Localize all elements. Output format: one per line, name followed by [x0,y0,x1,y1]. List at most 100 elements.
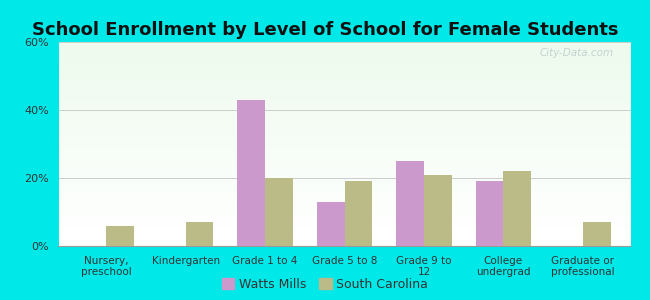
Bar [186,222,213,246]
Bar [58,209,630,211]
Bar [58,64,630,67]
Bar [58,124,630,126]
Bar [58,67,630,68]
Bar [58,152,630,154]
Bar [58,105,630,107]
Bar [58,228,630,230]
Bar [58,79,630,81]
Bar [58,240,630,242]
Bar [424,175,452,246]
Bar [58,234,630,236]
Bar [476,182,503,246]
Bar [58,122,630,124]
Bar [58,81,630,83]
Bar [317,202,345,246]
Bar [58,58,630,60]
Bar [58,175,630,177]
Bar [58,62,630,64]
Bar [58,230,630,232]
Bar [58,232,630,234]
Bar [58,142,630,144]
Bar [58,44,630,46]
Bar [58,220,630,221]
Bar [58,179,630,181]
Bar [58,60,630,62]
Bar [106,226,134,246]
Bar [58,226,630,228]
Bar [58,205,630,207]
Bar [58,85,630,87]
Bar [58,136,630,138]
Text: City-Data.com: City-Data.com [540,48,614,58]
Bar [58,113,630,116]
Bar [58,83,630,85]
Bar [58,138,630,140]
Bar [58,172,630,175]
Text: School Enrollment by Level of School for Female Students: School Enrollment by Level of School for… [32,21,618,39]
Bar [58,207,630,209]
Bar [58,197,630,199]
Bar [58,48,630,50]
Bar [58,70,630,73]
Bar [58,128,630,130]
Bar [58,221,630,224]
Bar [58,46,630,48]
Bar [58,116,630,118]
Bar [58,148,630,150]
Bar [58,52,630,54]
Bar [58,167,630,169]
Bar [265,178,293,246]
Bar [58,170,630,172]
Bar [58,73,630,75]
Bar [58,187,630,189]
Bar [58,75,630,77]
Bar [58,103,630,105]
Bar [58,199,630,201]
Bar [58,111,630,113]
Bar [58,189,630,191]
Bar [58,236,630,238]
Bar [58,201,630,203]
Bar [58,218,630,220]
Bar [503,171,531,246]
Bar [58,146,630,148]
Bar [58,99,630,101]
Bar [58,242,630,244]
Bar [58,126,630,128]
Bar [58,118,630,119]
Bar [58,177,630,179]
Bar [58,68,630,70]
Bar [58,154,630,156]
Bar [58,183,630,185]
Bar [58,77,630,79]
Bar [58,97,630,99]
Bar [58,140,630,142]
Bar [58,134,630,136]
Bar [237,100,265,246]
Bar [58,50,630,52]
Bar [58,193,630,195]
Bar [58,42,630,44]
Bar [58,101,630,103]
Bar [58,185,630,187]
Bar [58,195,630,197]
Bar [396,161,424,246]
Bar [58,224,630,226]
Bar [58,203,630,205]
Bar [58,107,630,109]
Bar [58,160,630,162]
Bar [58,89,630,91]
Bar [58,91,630,93]
Bar [58,54,630,56]
Bar [58,158,630,160]
Bar [583,222,610,246]
Bar [58,162,630,164]
Bar [58,132,630,134]
Bar [58,93,630,95]
Bar [58,238,630,240]
Bar [58,169,630,170]
Bar [58,56,630,58]
Bar [58,109,630,111]
Bar [58,95,630,97]
Bar [58,191,630,193]
